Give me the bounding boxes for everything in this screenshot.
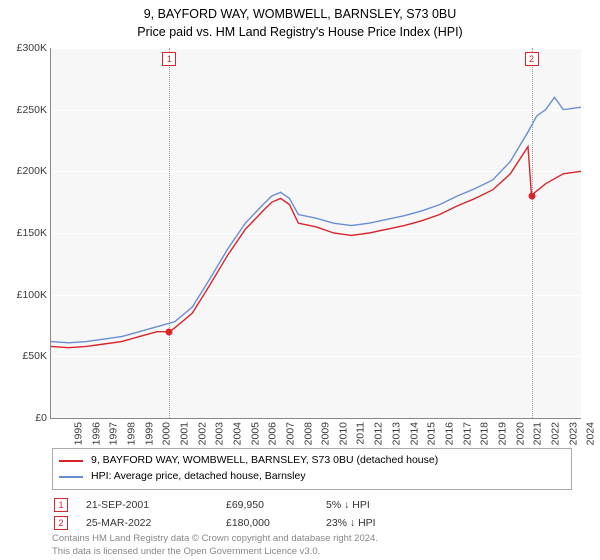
x-tick-label: 2001 xyxy=(178,422,190,445)
chart-plot-area: £0£50K£100K£150K£200K£250K£300K 19951996… xyxy=(50,48,581,419)
x-tick-label: 2024 xyxy=(585,422,597,445)
x-tick-label: 2018 xyxy=(479,422,491,445)
sales-date-1: 21-SEP-2001 xyxy=(86,499,226,511)
x-tick-label: 2020 xyxy=(514,422,526,445)
x-tick-label: 1998 xyxy=(125,422,137,445)
sales-price-2: £180,000 xyxy=(226,517,326,529)
x-tick-label: 2022 xyxy=(549,422,561,445)
y-tick-label: £300K xyxy=(17,42,47,54)
sales-row-1: 1 21-SEP-2001 £69,950 5% ↓ HPI xyxy=(52,496,572,514)
sales-marker-2: 2 xyxy=(54,516,68,530)
legend-swatch-blue xyxy=(59,476,83,478)
footer-line-1: Contains HM Land Registry data © Crown c… xyxy=(52,533,378,545)
y-tick-label: £50K xyxy=(22,350,47,362)
x-tick-label: 2007 xyxy=(284,422,296,445)
title-line-1: 9, BAYFORD WAY, WOMBWELL, BARNSLEY, S73 … xyxy=(0,6,600,24)
x-tick-label: 2023 xyxy=(567,422,579,445)
legend-row-hpi: HPI: Average price, detached house, Barn… xyxy=(59,469,565,485)
sales-row-2: 2 25-MAR-2022 £180,000 23% ↓ HPI xyxy=(52,514,572,532)
sales-diff-1: 5% ↓ HPI xyxy=(326,499,446,511)
x-tick-label: 2015 xyxy=(426,422,438,445)
x-tick-label: 2002 xyxy=(196,422,208,445)
sales-price-1: £69,950 xyxy=(226,499,326,511)
x-tick-label: 2010 xyxy=(337,422,349,445)
footer-attribution: Contains HM Land Registry data © Crown c… xyxy=(52,533,378,558)
footer-line-2: This data is licensed under the Open Gov… xyxy=(52,546,378,558)
y-tick-label: £150K xyxy=(17,227,47,239)
x-tick-label: 2013 xyxy=(390,422,402,445)
x-tick-label: 1995 xyxy=(72,422,84,445)
legend-label-hpi: HPI: Average price, detached house, Barn… xyxy=(91,469,306,485)
sale-dot xyxy=(166,328,173,335)
x-tick-label: 2006 xyxy=(267,422,279,445)
x-tick-label: 2003 xyxy=(214,422,226,445)
x-tick-label: 2000 xyxy=(161,422,173,445)
x-tick-label: 2016 xyxy=(443,422,455,445)
title-block: 9, BAYFORD WAY, WOMBWELL, BARNSLEY, S73 … xyxy=(0,0,600,41)
x-tick-label: 2011 xyxy=(354,422,366,445)
y-tick-label: £0 xyxy=(35,412,47,424)
legend-label-property: 9, BAYFORD WAY, WOMBWELL, BARNSLEY, S73 … xyxy=(91,453,438,469)
x-tick-label: 2004 xyxy=(231,422,243,445)
sales-table: 1 21-SEP-2001 £69,950 5% ↓ HPI 2 25-MAR-… xyxy=(52,496,572,532)
sale-dot xyxy=(528,193,535,200)
x-tick-label: 2008 xyxy=(302,422,314,445)
sales-diff-2: 23% ↓ HPI xyxy=(326,517,446,529)
x-tick-label: 2021 xyxy=(532,422,544,445)
y-tick-label: £100K xyxy=(17,289,47,301)
chart-container: 9, BAYFORD WAY, WOMBWELL, BARNSLEY, S73 … xyxy=(0,0,600,560)
x-tick-label: 2017 xyxy=(461,422,473,445)
x-tick-label: 2009 xyxy=(320,422,332,445)
y-tick-label: £200K xyxy=(17,165,47,177)
legend-swatch-red xyxy=(59,460,83,462)
legend-row-property: 9, BAYFORD WAY, WOMBWELL, BARNSLEY, S73 … xyxy=(59,453,565,469)
x-tick-label: 2005 xyxy=(249,422,261,445)
legend-and-sales: 9, BAYFORD WAY, WOMBWELL, BARNSLEY, S73 … xyxy=(52,448,572,532)
x-tick-label: 2014 xyxy=(408,422,420,445)
chart-marker-box: 1 xyxy=(162,52,176,66)
x-tick-label: 2012 xyxy=(373,422,385,445)
sales-date-2: 25-MAR-2022 xyxy=(86,517,226,529)
x-tick-label: 2019 xyxy=(496,422,508,445)
sales-marker-1: 1 xyxy=(54,498,68,512)
legend-box: 9, BAYFORD WAY, WOMBWELL, BARNSLEY, S73 … xyxy=(52,448,572,490)
y-tick-label: £250K xyxy=(17,104,47,116)
series-line-hpi xyxy=(51,97,581,342)
x-tick-label: 1996 xyxy=(90,422,102,445)
chart-marker-box: 2 xyxy=(525,52,539,66)
line-series-svg xyxy=(51,48,581,418)
x-tick-label: 1997 xyxy=(108,422,120,445)
series-line-property xyxy=(51,147,581,348)
title-line-2: Price paid vs. HM Land Registry's House … xyxy=(0,24,600,42)
x-tick-label: 1999 xyxy=(143,422,155,445)
